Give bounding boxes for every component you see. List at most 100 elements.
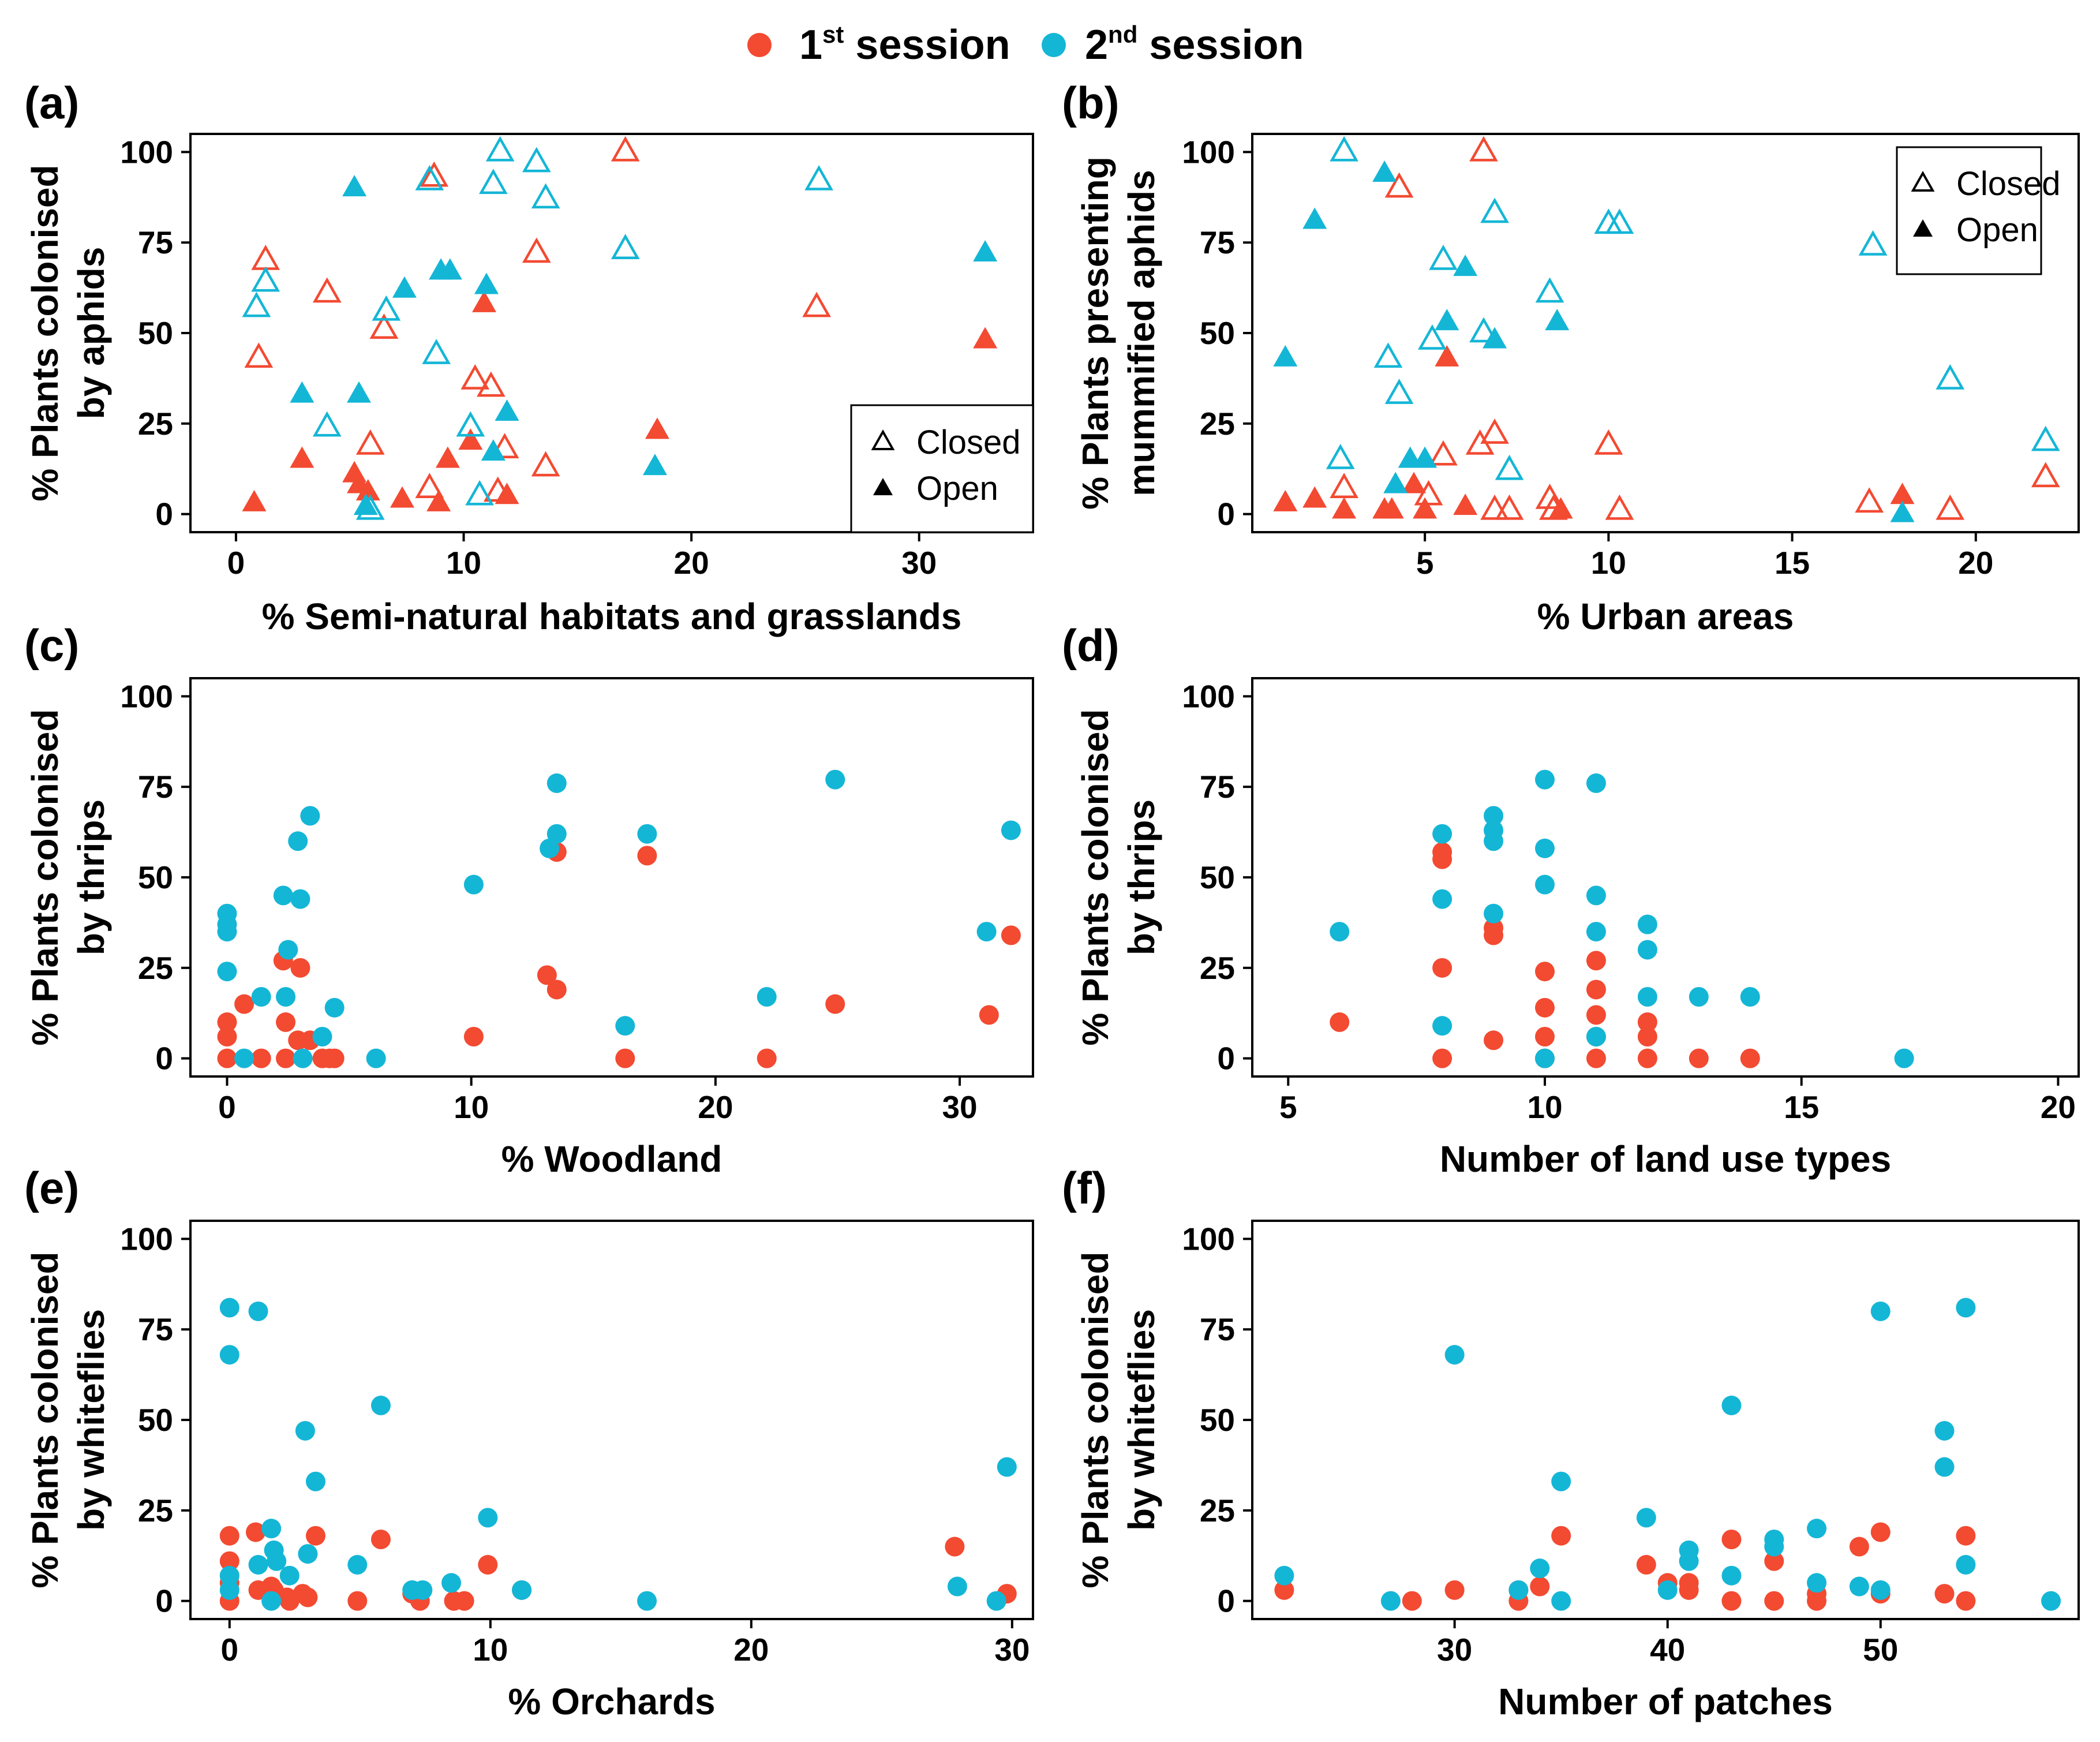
data-point <box>1001 820 1021 840</box>
x-tick-label: 10 <box>454 1089 489 1125</box>
data-point <box>219 1565 239 1586</box>
data-point <box>369 313 399 339</box>
data-point <box>242 291 271 317</box>
data-point <box>1956 1526 1976 1546</box>
data-point <box>1534 1027 1555 1046</box>
data-point <box>1636 1554 1656 1575</box>
data-point <box>273 885 293 906</box>
data-point <box>1657 1580 1678 1600</box>
panel-c: (c) 0 10 20 30 0 25 50 75 100 % Woodland % Plan… <box>24 620 1034 1180</box>
data-point <box>825 769 845 790</box>
data-point <box>1586 980 1606 1000</box>
data-point <box>312 277 342 303</box>
data-point <box>1594 429 1623 455</box>
data-point <box>1894 1048 1914 1068</box>
data-point <box>413 1580 433 1600</box>
y-tick-label: 0 <box>155 1041 173 1076</box>
data-point <box>947 1576 967 1597</box>
y-tick-label: 50 <box>1200 859 1235 895</box>
data-point <box>251 1048 271 1068</box>
data-point <box>366 1048 386 1068</box>
panel-e-y-ticks: 0 25 50 75 100 <box>120 1221 190 1619</box>
data-point <box>392 276 417 298</box>
data-point <box>347 1591 368 1611</box>
panel-f-x-ticks: 30 40 50 <box>1437 1619 1898 1668</box>
data-point <box>1274 1580 1294 1600</box>
data-point <box>219 1580 239 1600</box>
data-point <box>522 237 551 263</box>
data-point <box>276 987 296 1007</box>
data-point <box>370 1530 391 1549</box>
closed-legend-marker-b <box>1911 170 1935 192</box>
data-point <box>1586 1048 1606 1068</box>
data-point <box>251 987 271 1007</box>
panel-d-label: (d) <box>1062 620 1120 671</box>
panel-d-y-ticks: 0 25 50 75 100 <box>1182 678 1252 1076</box>
panel-f-label: (f) <box>1062 1162 1107 1213</box>
y-tick-label: 0 <box>1217 1583 1235 1619</box>
data-point <box>1551 1471 1571 1491</box>
panel-d-y-axis-title-line2: by thrips <box>1121 799 1162 955</box>
x-tick-label: 20 <box>733 1632 769 1668</box>
data-point <box>1870 1522 1891 1542</box>
y-tick-label: 50 <box>1200 315 1235 351</box>
data-point <box>1870 1301 1891 1321</box>
panel-e-label: (e) <box>24 1162 79 1213</box>
data-point <box>372 295 401 321</box>
data-point <box>1534 769 1555 790</box>
data-point <box>1586 1005 1606 1025</box>
data-point <box>1637 1027 1657 1046</box>
x-tick-label: 0 <box>221 1632 239 1668</box>
data-point <box>1379 497 1404 519</box>
y-tick-label: 0 <box>1217 496 1235 532</box>
data-point <box>1764 1591 1784 1611</box>
data-point <box>1273 345 1298 367</box>
data-point <box>1332 497 1357 519</box>
data-point <box>1548 497 1573 519</box>
data-point <box>540 838 560 858</box>
open-legend-marker-b <box>1913 219 1933 237</box>
data-point <box>637 846 657 866</box>
y-tick-label: 75 <box>138 769 173 805</box>
y-tick-label: 50 <box>138 859 173 895</box>
data-point <box>1956 1298 1976 1318</box>
data-point <box>637 1591 657 1611</box>
y-tick-label: 25 <box>138 406 173 442</box>
y-tick-label: 75 <box>1200 769 1235 805</box>
data-point <box>1001 925 1021 945</box>
data-point <box>1484 925 1504 945</box>
panel-b-shape-legend: Closed Open <box>1896 146 2061 275</box>
panel-a-x-axis-title: % Semi-natural habitats and grasslands <box>262 596 962 637</box>
data-point <box>290 958 310 978</box>
data-point <box>1689 1048 1709 1068</box>
data-point <box>472 290 497 312</box>
x-tick-label: 30 <box>901 545 937 581</box>
data-point <box>355 429 385 455</box>
data-point <box>1535 483 1564 509</box>
y-tick-label: 25 <box>1200 406 1235 442</box>
data-point <box>1890 483 1915 504</box>
data-point <box>276 1012 296 1032</box>
data-point <box>1402 1591 1422 1611</box>
panel-f-y-axis-title-line2: by whiteflies <box>1121 1309 1162 1531</box>
data-point <box>234 1048 254 1068</box>
x-tick-label: 10 <box>446 545 481 581</box>
data-point <box>531 183 560 209</box>
data-point <box>1637 987 1657 1007</box>
data-point <box>1956 1591 1976 1611</box>
data-point <box>1534 962 1555 982</box>
data-point <box>1469 136 1498 162</box>
session1-legend-label: 1st session <box>799 21 1010 68</box>
data-point <box>463 874 484 895</box>
data-point <box>234 994 254 1014</box>
data-point <box>1936 364 1965 390</box>
data-point <box>1934 1584 1955 1604</box>
panel-d-x-ticks: 5 10 15 20 <box>1279 1076 2076 1125</box>
data-point <box>1936 494 1965 520</box>
panel-a-shape-legend: Closed Open <box>850 404 1034 533</box>
panel-c-y-axis-title-line2: by thrips <box>70 799 112 955</box>
data-point <box>324 1048 345 1068</box>
data-point <box>1384 172 1414 198</box>
y-tick-label: 75 <box>138 1311 173 1347</box>
